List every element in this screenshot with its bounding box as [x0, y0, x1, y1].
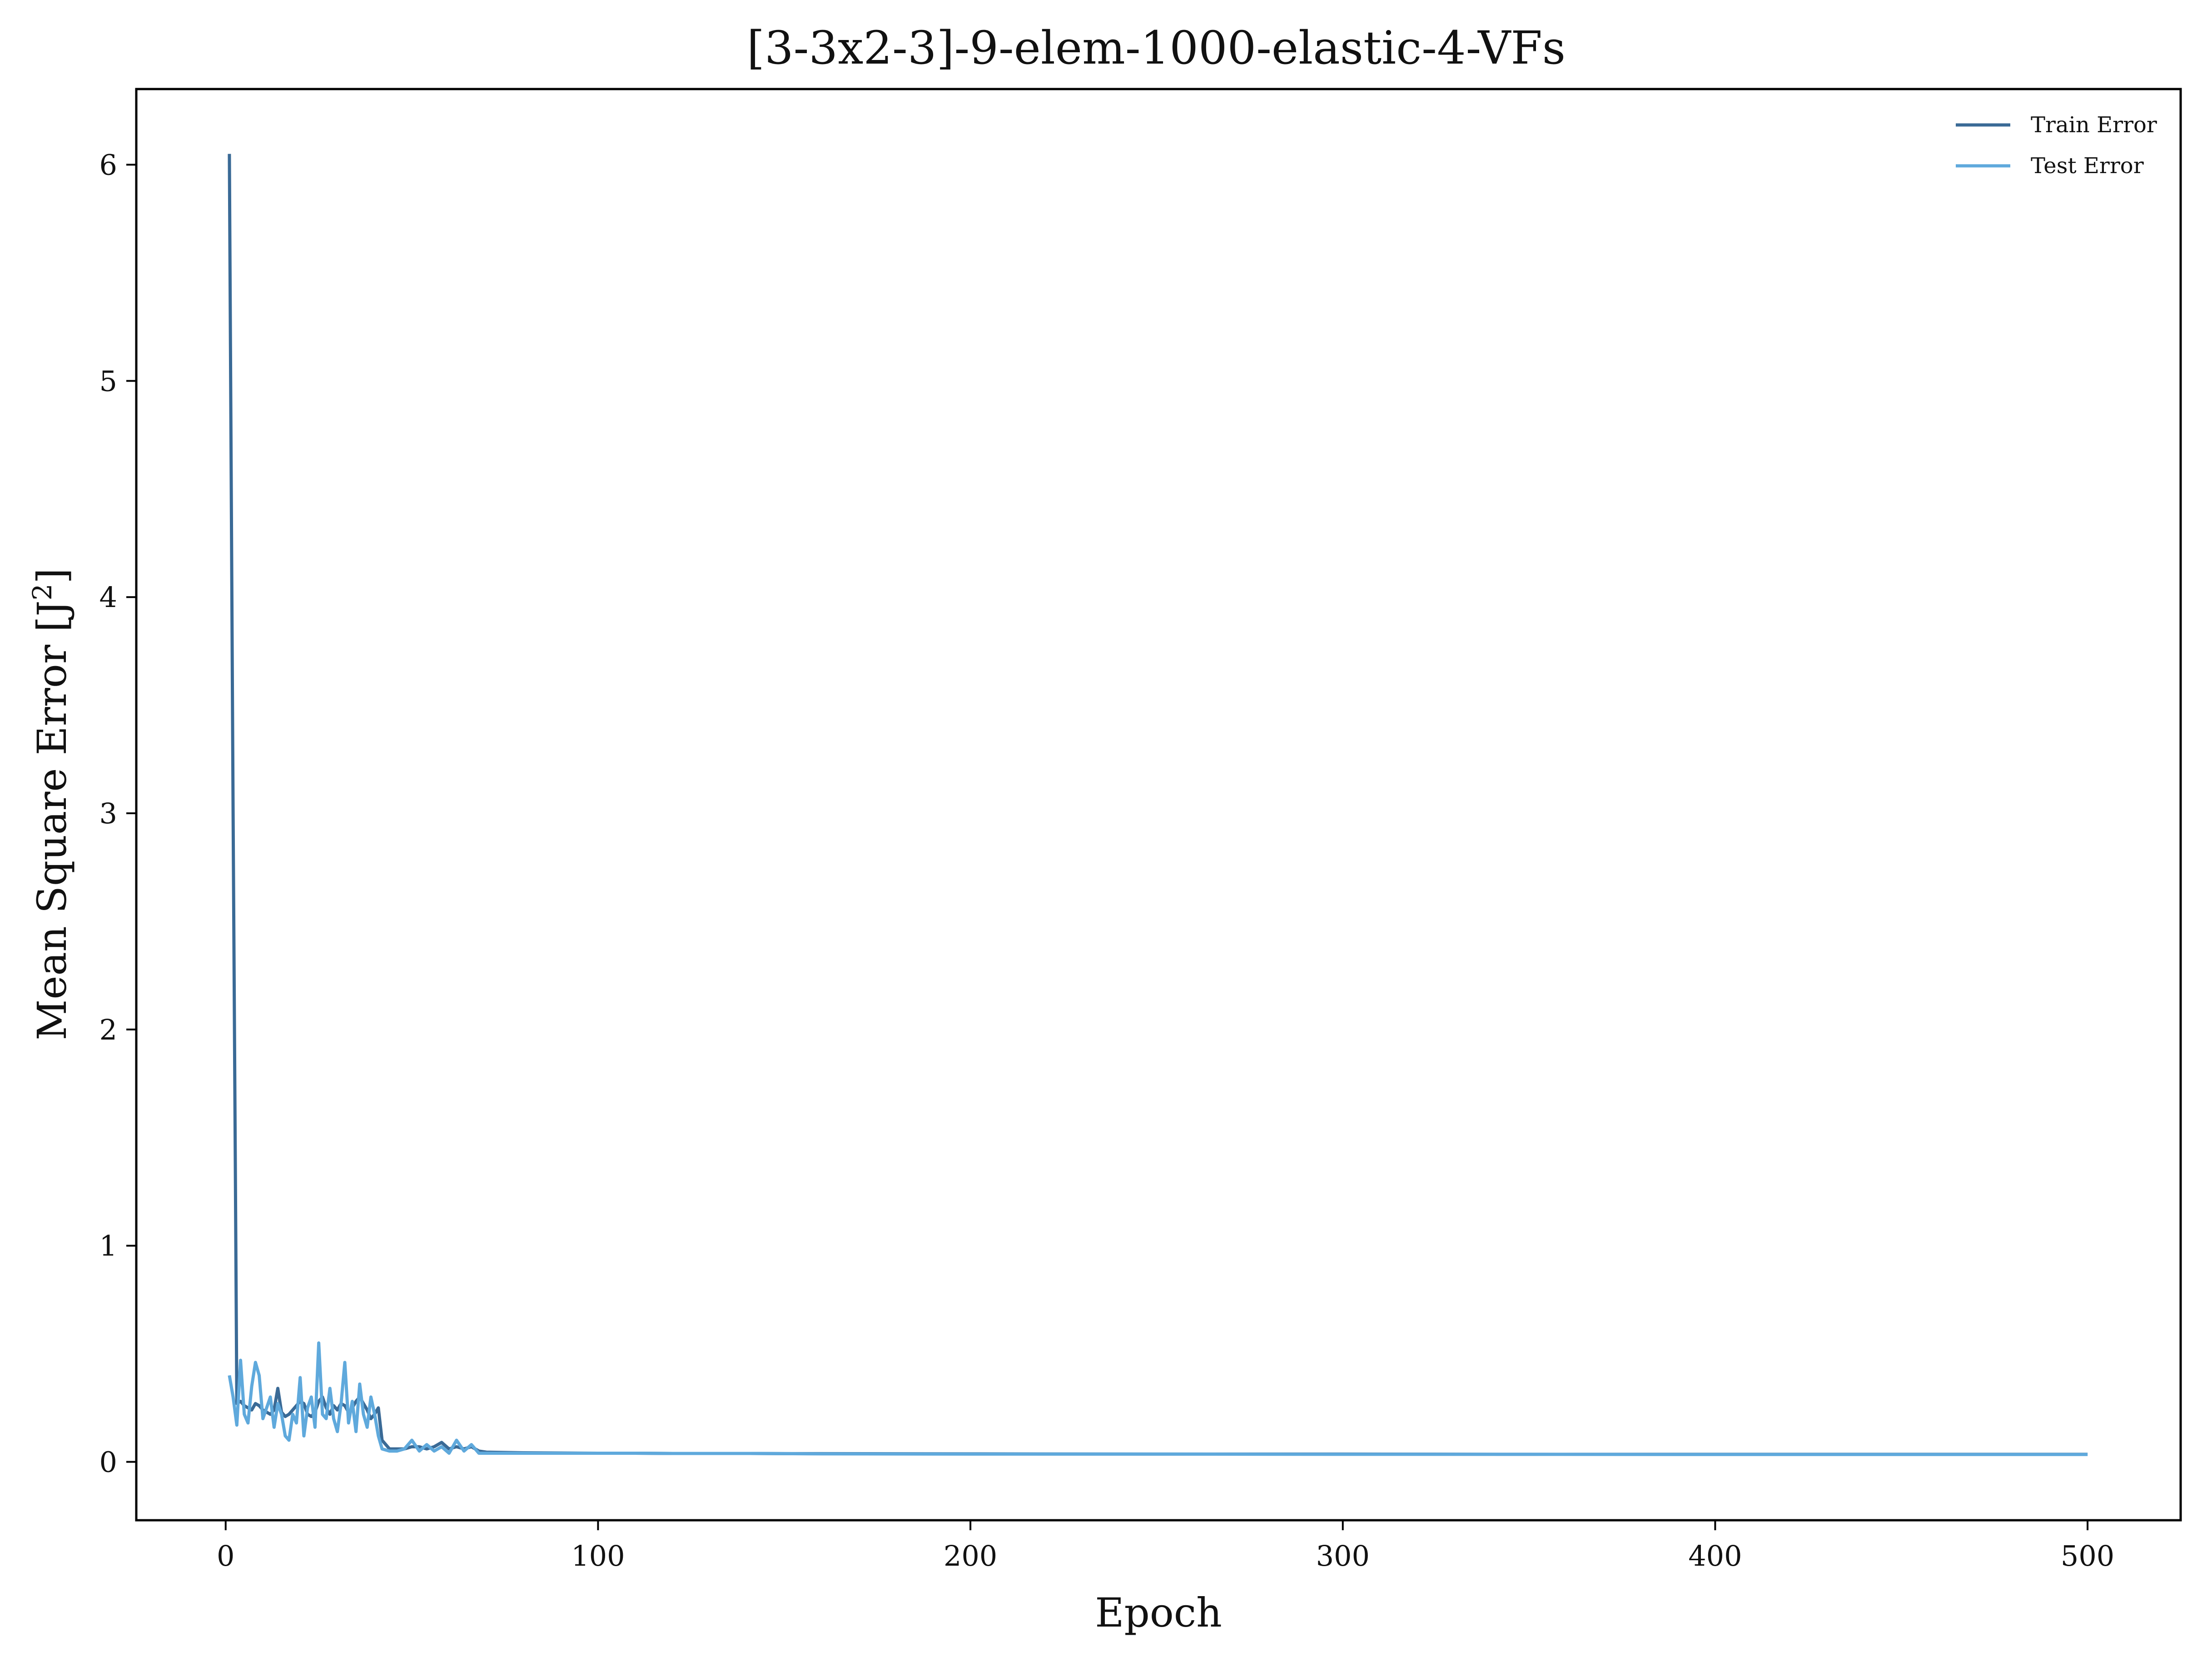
x-axis-label: Epoch: [1095, 1589, 1222, 1636]
legend-label-train: Train Error: [2031, 112, 2157, 138]
y-axis-label-suffix: ]: [29, 568, 75, 583]
series-line-test-error: [228, 1341, 2088, 1456]
y-axis-label-superscript: 2: [27, 584, 58, 601]
y-tick-label: 5: [99, 364, 117, 398]
chart-title: [3-3x2-3]-9-elem-1000-elastic-4-VFs: [747, 21, 1566, 75]
y-tick-label: 6: [99, 149, 117, 182]
x-tick-label: 100: [571, 1539, 625, 1572]
y-tick-label: 4: [99, 581, 117, 614]
y-axis: 0 1 2 3 4 5 6: [99, 149, 136, 1479]
legend: Train Error Test Error: [1956, 112, 2157, 179]
x-tick-label: 200: [944, 1539, 997, 1572]
x-tick-label: 0: [217, 1539, 234, 1572]
y-axis-label-main: Mean Square Error [J: [29, 601, 75, 1040]
series-layer: [228, 154, 2088, 1456]
y-tick-label: 2: [99, 1013, 117, 1046]
x-tick-label: 500: [2061, 1539, 2114, 1572]
y-tick-label: 1: [99, 1229, 117, 1263]
x-tick-label: 300: [1316, 1539, 1370, 1572]
plot-frame: [135, 88, 2182, 1522]
x-tick-label: 400: [1688, 1539, 1742, 1572]
y-tick-label: 0: [99, 1446, 117, 1479]
y-tick-label: 3: [99, 797, 117, 830]
legend-label-test: Test Error: [2031, 153, 2144, 179]
x-axis: 0 100 200 300 400 500: [217, 1520, 2114, 1572]
y-axis-label: Mean Square Error [J2]: [27, 568, 75, 1040]
